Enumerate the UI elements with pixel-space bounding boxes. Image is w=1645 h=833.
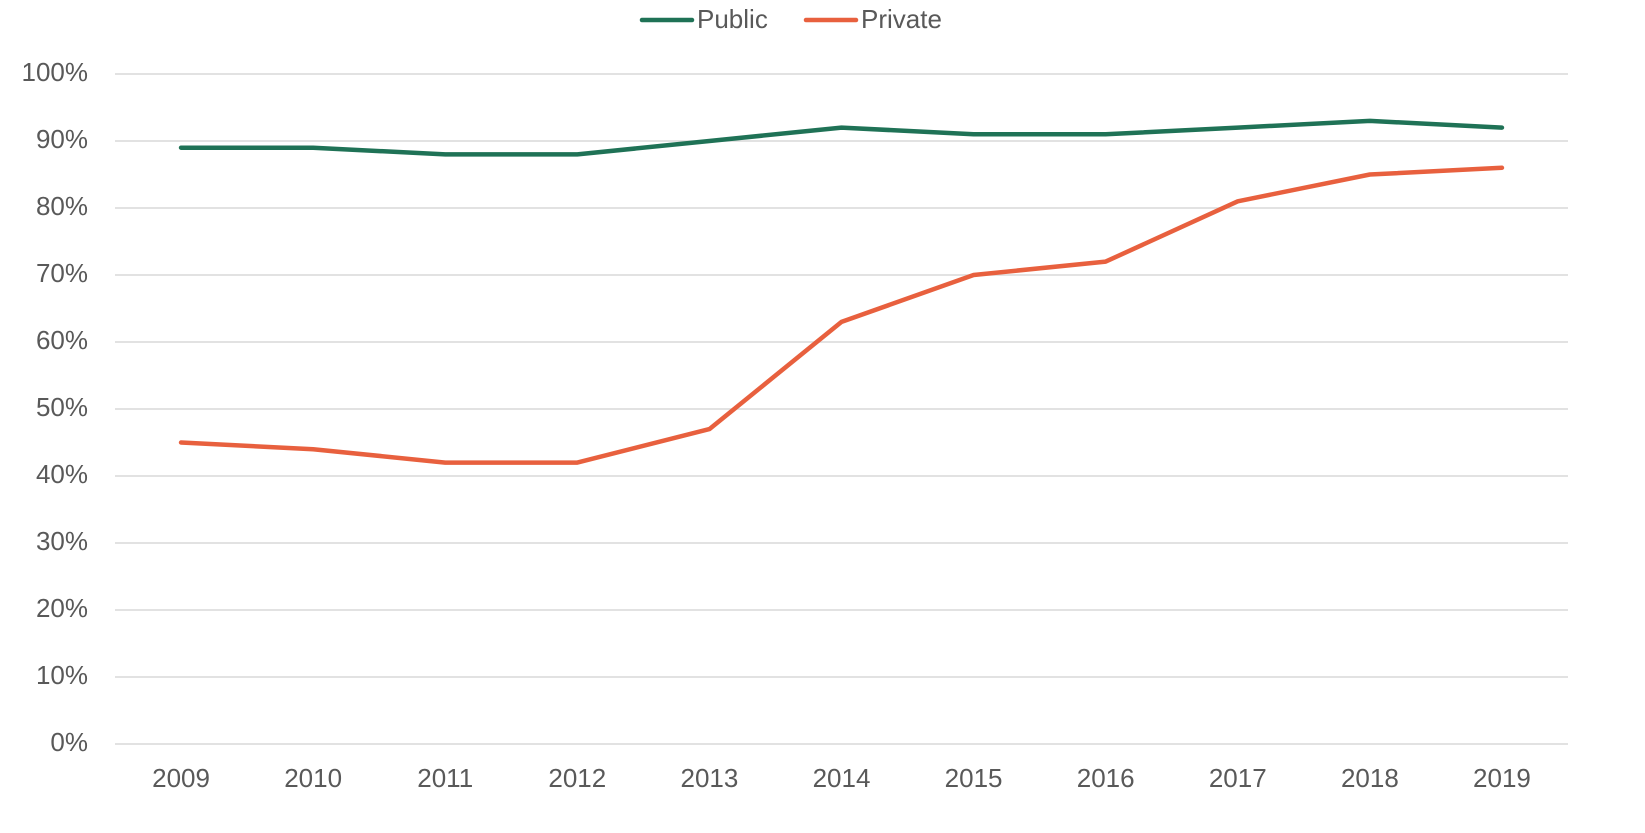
y-tick-label: 60% (36, 325, 88, 355)
x-tick-label: 2013 (680, 763, 738, 793)
series-line (178, 165, 1505, 465)
x-tick-label: 2018 (1341, 763, 1399, 793)
y-tick-label: 100% (22, 57, 89, 87)
y-tick-label: 10% (36, 660, 88, 690)
x-tick-label: 2019 (1473, 763, 1531, 793)
series-line (178, 118, 1505, 157)
x-tick-label: 2012 (548, 763, 606, 793)
y-tick-label: 50% (36, 392, 88, 422)
y-tick-label: 0% (50, 727, 88, 757)
x-tick-label: 2010 (284, 763, 342, 793)
y-tick-label: 30% (36, 526, 88, 556)
legend-label: Public (697, 4, 768, 34)
y-tick-label: 20% (36, 593, 88, 623)
x-tick-label: 2015 (945, 763, 1003, 793)
y-tick-label: 40% (36, 459, 88, 489)
x-tick-label: 2009 (152, 763, 210, 793)
y-tick-label: 70% (36, 258, 88, 288)
x-tick-label: 2017 (1209, 763, 1267, 793)
x-tick-label: 2016 (1077, 763, 1135, 793)
legend-label: Private (861, 4, 942, 34)
x-tick-label: 2011 (417, 763, 473, 793)
y-tick-label: 80% (36, 191, 88, 221)
x-tick-label: 2014 (813, 763, 871, 793)
y-tick-label: 90% (36, 124, 88, 154)
